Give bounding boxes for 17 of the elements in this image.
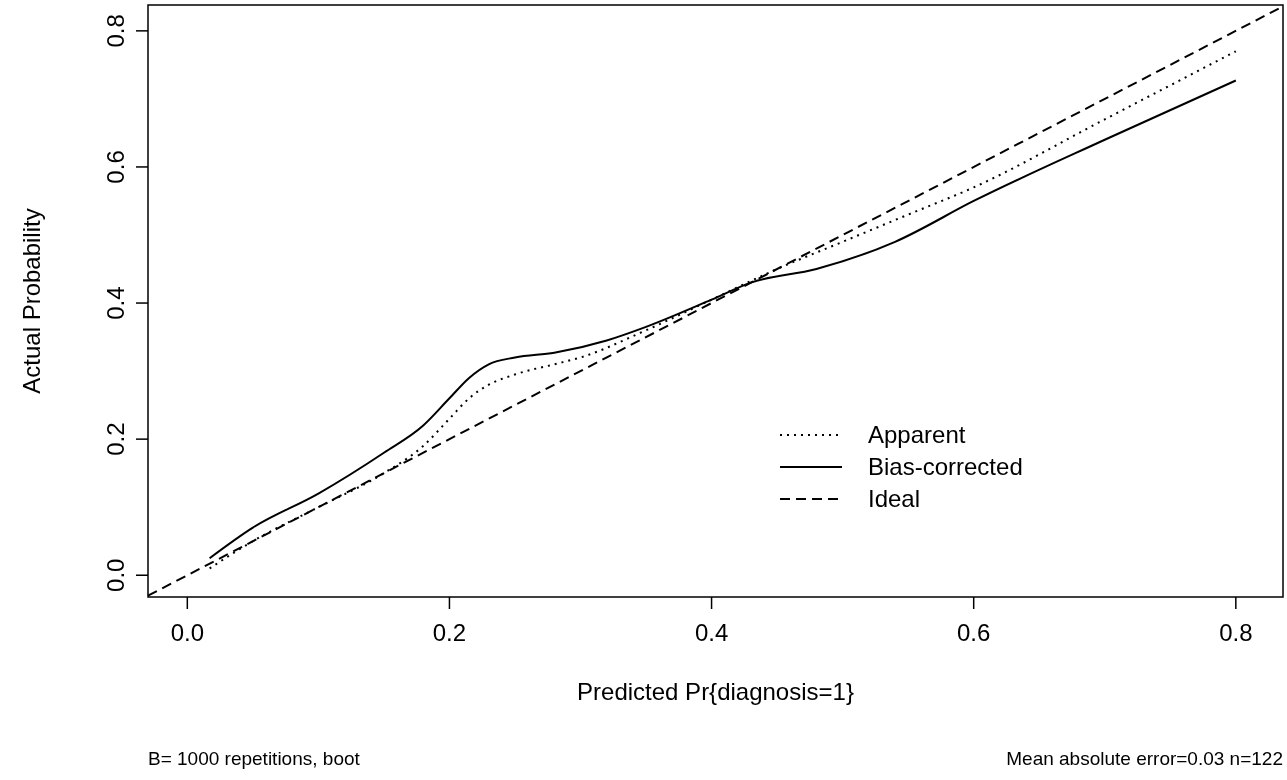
y-tick-label: 0.4 xyxy=(102,286,129,320)
x-axis-title: Predicted Pr{diagnosis=1} xyxy=(577,678,854,705)
legend-label: Bias-corrected xyxy=(868,453,1023,480)
y-tick-label: 0.0 xyxy=(102,558,129,592)
text: B= 1000 repetitions, boot xyxy=(148,748,361,769)
legend-label: Apparent xyxy=(868,421,966,448)
x-tick-label: 0.6 xyxy=(957,619,991,646)
y-tick-label: 0.8 xyxy=(102,14,129,48)
x-tick-label: 0.2 xyxy=(432,619,467,646)
y-tick-label: 0.6 xyxy=(102,150,129,184)
x-tick-label: 0.0 xyxy=(170,619,205,646)
text: Mean absolute error=0.03 n=122 xyxy=(1006,748,1283,769)
y-tick-label: 0.2 xyxy=(102,422,129,456)
legend-label: Ideal xyxy=(868,485,921,512)
y-axis-title: Actual Probability xyxy=(18,208,45,394)
x-tick-label: 0.4 xyxy=(694,619,729,646)
x-tick-label: 0.8 xyxy=(1219,619,1253,646)
